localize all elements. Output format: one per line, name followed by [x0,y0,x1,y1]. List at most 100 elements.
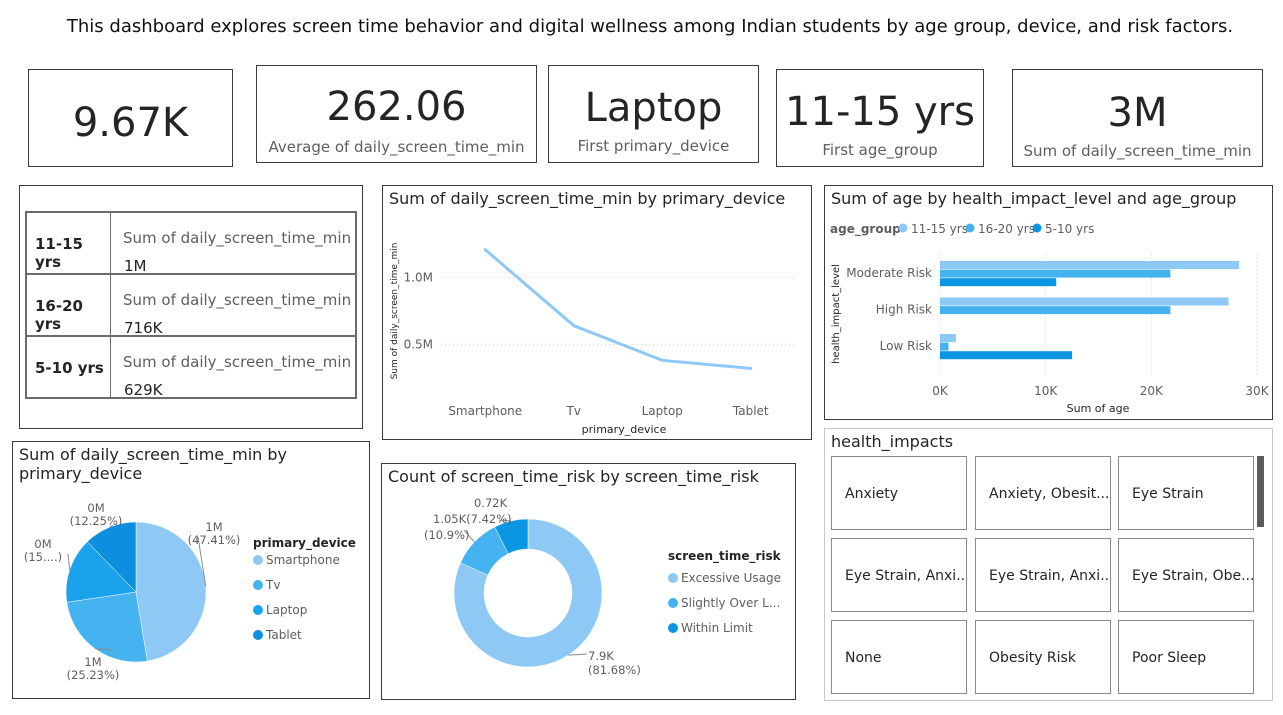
legend-label: 11-15 yrs [911,222,968,236]
slicer-tile[interactable]: Eye Strain, Obe... [1118,538,1254,612]
kpi-value: 11-15 yrs [785,89,975,135]
data-label-percent: (25.23%) [67,668,120,682]
legend-title: age_group [830,222,901,237]
matrix-row[interactable]: 5-10 yrs Sum of daily_screen_time_min 62… [26,336,356,399]
kpi-label: First primary_device [577,137,730,155]
y-axis-title: health_impact_level [831,264,842,364]
data-point [483,248,487,252]
legend-title: primary_device [253,536,356,551]
dashboard-description: This dashboard explores screen time beha… [66,16,1234,37]
row-header: 11-15 yrs [27,213,111,273]
slicer-tile[interactable]: Anxiety, Obesit... [975,456,1111,530]
data-label: 7.9K [588,649,614,663]
data-label: 1M [205,520,222,534]
legend-label: Slightly Over L... [681,596,780,610]
pie-slice [86,521,137,593]
kpi-card-first-age-group: 11-15 yrs First age_group [776,69,984,167]
data-point [572,324,576,328]
row-header: 16-20 yrs [27,275,111,335]
data-point [660,358,664,362]
measure-value: 1M [124,257,147,275]
x-tick-label: Tv [566,404,581,418]
x-axis-title: primary_device [582,423,667,436]
y-tick-label: Low Risk [880,339,932,353]
bar [940,278,1057,287]
kpi-value: 3M [1107,90,1168,136]
measure-value: 629K [124,381,163,399]
measure-value: 716K [124,319,163,337]
legend-marker [965,223,975,233]
bar [940,306,1171,315]
bar [940,261,1240,269]
legend-marker [253,605,263,615]
leader-line [67,553,71,570]
chart-title: Sum of age by health_impact_level and ag… [831,189,1237,208]
data-label: 0M [34,537,51,551]
matrix-row[interactable]: 16-20 yrs Sum of daily_screen_time_min 7… [26,274,356,337]
kpi-card-first-device: Laptop First primary_device [548,65,759,163]
slicer-tile[interactable]: None [831,620,967,694]
leader-line [568,653,588,656]
matrix-table: 11-15 yrs Sum of daily_screen_time_min 1… [25,211,357,399]
x-tick-label: Smartphone [448,404,522,418]
kpi-value: 9.67K [72,100,189,146]
legend-marker [253,555,263,565]
slicer-tile[interactable]: Obesity Risk [975,620,1111,694]
legend-label: Laptop [266,603,307,617]
donut-slice [494,518,529,555]
kpi-value: 262.06 [326,84,467,130]
bar-chart-visual: Sum of age by health_impact_level and ag… [824,185,1273,420]
slicer-tile[interactable]: Anxiety [831,456,967,530]
x-tick-label: 0K [932,384,949,398]
leader-line [463,529,475,543]
legend-marker [253,630,263,640]
bar-chart: age_group 11-15 yrs 16-20 yrs 5-10 yrs 0K 10K… [830,222,1270,415]
pie-chart: 1M(47.41%)1M(25.23%)0M(15....)0M(12.25%)… [24,501,356,682]
slicer-tile[interactable]: Eye Strain, Anxi... [831,538,967,612]
data-label-percent: (10.9%) [424,528,470,542]
y-tick-label: 1.0M [404,271,433,285]
leader-line [109,524,114,528]
matrix-row[interactable]: 11-15 yrs Sum of daily_screen_time_min 1… [26,212,356,275]
series-line [484,248,751,370]
kpi-label: First age_group [822,141,938,159]
pie-slice [66,591,148,663]
y-tick-label: 0.5M [404,337,433,351]
kpi-card-average-screen-time: 262.06 Average of daily_screen_time_min [256,65,537,163]
legend-marker [1032,223,1042,233]
kpi-card-count: 9.67K [28,69,233,167]
x-tick-label: Laptop [642,404,683,418]
measure-label: Sum of daily_screen_time_min [123,353,352,371]
line-chart: 0.5M 1.0M Smartphone Tv Laptop Tablet primary_… [390,243,795,436]
bar [940,351,1073,360]
legend-marker [668,623,678,633]
legend-label: 16-20 yrs [978,222,1035,236]
slicer-tile[interactable]: Poor Sleep [1118,620,1254,694]
chart-title: Sum of daily_screen_time_min by primary_… [19,445,288,483]
donut-chart: 7.9K(81.68%) 1.05K(7.42%) (10.9%) 0.72K scre… [424,496,782,677]
row-header: 5-10 yrs [27,337,111,397]
slicer-tile[interactable]: Eye Strain [1118,456,1254,530]
data-label-percent: (12.25%) [70,514,123,528]
legend-marker [668,573,678,583]
slicer-title: health_impacts [831,432,954,451]
x-axis-title: Sum of age [1067,402,1130,415]
kpi-label: Average of daily_screen_time_min [268,138,525,156]
donut-chart-visual: Count of screen_time_risk by screen_time… [381,463,796,700]
x-tick-label: 20K [1140,384,1164,398]
measure-label: Sum of daily_screen_time_min [123,291,352,309]
data-label-percent: (81.68%) [588,663,641,677]
data-label: 0.72K [474,496,508,510]
slicer-tile[interactable]: Eye Strain, Anxi... [975,538,1111,612]
legend-label: 5-10 yrs [1045,222,1094,236]
health-impacts-slicer: health_impacts Anxiety Anxiety, Obesit..… [824,428,1273,701]
x-tick-label: 10K [1034,384,1058,398]
bar [940,334,956,342]
legend-title: screen_time_risk [668,549,782,564]
legend-label: Within Limit [681,621,753,635]
legend-label: Excessive Usage [681,571,781,585]
legend-marker [253,580,263,590]
y-axis-title: Sum of daily_screen_time_min [390,243,400,380]
leader-line [94,648,114,651]
slicer-scrollbar[interactable] [1257,456,1264,527]
